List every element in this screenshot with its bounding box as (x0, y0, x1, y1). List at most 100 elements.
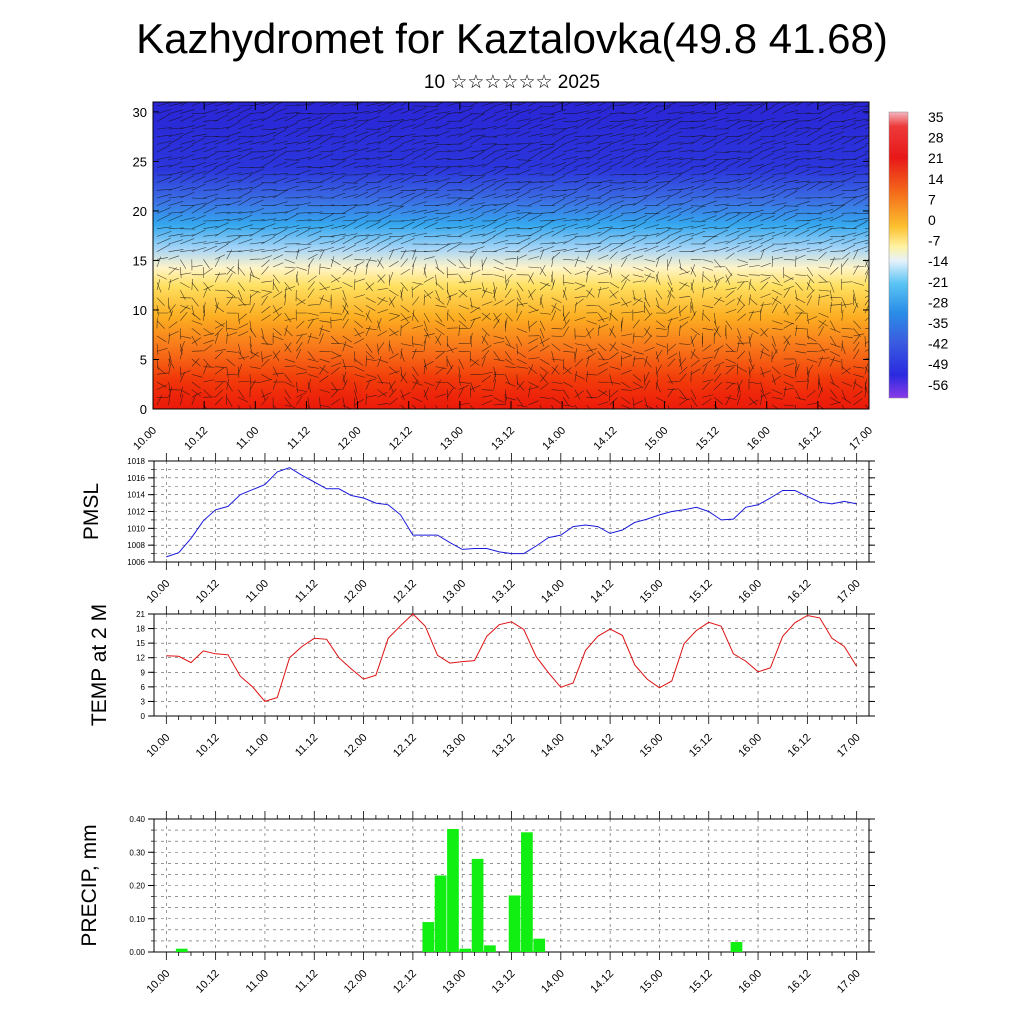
wind-vector (261, 223, 276, 229)
wind-vector (818, 180, 834, 183)
wind-vector (609, 122, 624, 130)
wind-vector (342, 282, 353, 288)
wind-vector (528, 116, 543, 122)
wind-vector (319, 113, 333, 122)
wind-vector (481, 328, 490, 337)
wind-vector (748, 397, 758, 406)
wind-vector (748, 209, 764, 214)
wind-vector (609, 132, 625, 137)
wind-vector (574, 343, 586, 346)
wind-vector (760, 199, 775, 206)
wind-vector (342, 311, 349, 321)
wind-vector (307, 381, 312, 393)
wind-vector (388, 343, 394, 354)
wind-vector (528, 181, 544, 183)
wind-vector (296, 392, 307, 398)
y-tick-label: 10 (133, 303, 147, 318)
wind-vector (377, 129, 392, 137)
wind-vector (470, 213, 484, 222)
wind-vector (272, 151, 287, 160)
y-tick-label: 15 (136, 639, 145, 648)
wind-vector (516, 302, 528, 306)
wind-vector (516, 243, 530, 252)
wind-vector (284, 177, 300, 183)
wind-vector (493, 313, 502, 321)
wind-vector (180, 305, 191, 310)
wind-vector (435, 334, 442, 344)
x-tick-label: 13.12 (490, 578, 518, 606)
wind-vector (203, 302, 206, 314)
wind-vector (342, 103, 358, 107)
wind-vector (319, 249, 325, 260)
wind-vector (296, 372, 308, 375)
wind-vector (702, 312, 711, 322)
wind-vector (841, 309, 844, 321)
wind-vector (864, 363, 868, 375)
wind-vector (841, 238, 856, 245)
wind-vector (203, 226, 219, 229)
wind-vector (342, 254, 353, 260)
wind-vector (296, 297, 306, 305)
wind-vector (771, 375, 782, 383)
wind-vector (748, 164, 764, 168)
wind-vector (423, 404, 427, 409)
wind-vector (667, 274, 672, 286)
wind-vector (679, 206, 694, 214)
wind-vector (342, 111, 358, 114)
wind-vector (226, 351, 238, 353)
wind-vector (388, 388, 397, 398)
wind-vector (818, 238, 833, 245)
wind-vector (725, 160, 740, 168)
wind-vector (841, 258, 849, 268)
wind-vector (214, 228, 229, 237)
wind-vector (690, 173, 706, 176)
wind-vector (655, 253, 666, 260)
wind-vector (679, 295, 691, 298)
wind-vector (214, 257, 221, 268)
wind-vector (725, 214, 740, 222)
wind-vector (632, 102, 646, 107)
wind-vector (806, 378, 809, 390)
wind-vector (818, 266, 830, 269)
wind-vector (319, 358, 331, 363)
colorbar-label: -21 (928, 274, 948, 290)
wind-vector (539, 374, 548, 383)
wind-vector (516, 212, 532, 214)
wind-vector (841, 196, 857, 199)
wind-vector (330, 237, 345, 245)
wind-vector (156, 279, 161, 291)
x-tick-label: 16.12 (796, 425, 824, 453)
wind-vector (563, 247, 578, 252)
wind-vector (238, 113, 252, 122)
wind-vector (191, 335, 198, 346)
wind-vector (284, 259, 296, 264)
wind-vector (168, 310, 173, 321)
wind-vector (307, 227, 323, 229)
wind-vector (667, 245, 682, 252)
wind-vector (284, 112, 300, 114)
wind-vector (470, 202, 486, 206)
wind-vector (354, 294, 365, 298)
wind-vector (191, 133, 207, 137)
wind-vector (319, 133, 335, 137)
wind-vector (504, 274, 507, 286)
wind-vector (354, 366, 365, 372)
wind-vector (423, 294, 426, 306)
wind-vector (423, 291, 434, 298)
wind-vector (609, 343, 619, 351)
wind-vector (249, 195, 265, 199)
wind-vector (481, 289, 493, 294)
wind-vector (841, 163, 857, 168)
wind-vector (830, 121, 846, 123)
wind-vector (655, 378, 658, 390)
wind-vector (470, 150, 486, 153)
y-tick-label: 1010 (127, 524, 145, 533)
wind-vector (644, 151, 658, 160)
wind-vector (249, 303, 256, 314)
wind-vector (377, 243, 391, 252)
wind-vector (226, 228, 242, 230)
wind-vector (180, 125, 195, 130)
wind-vector (772, 213, 786, 222)
wind-vector (505, 242, 521, 245)
